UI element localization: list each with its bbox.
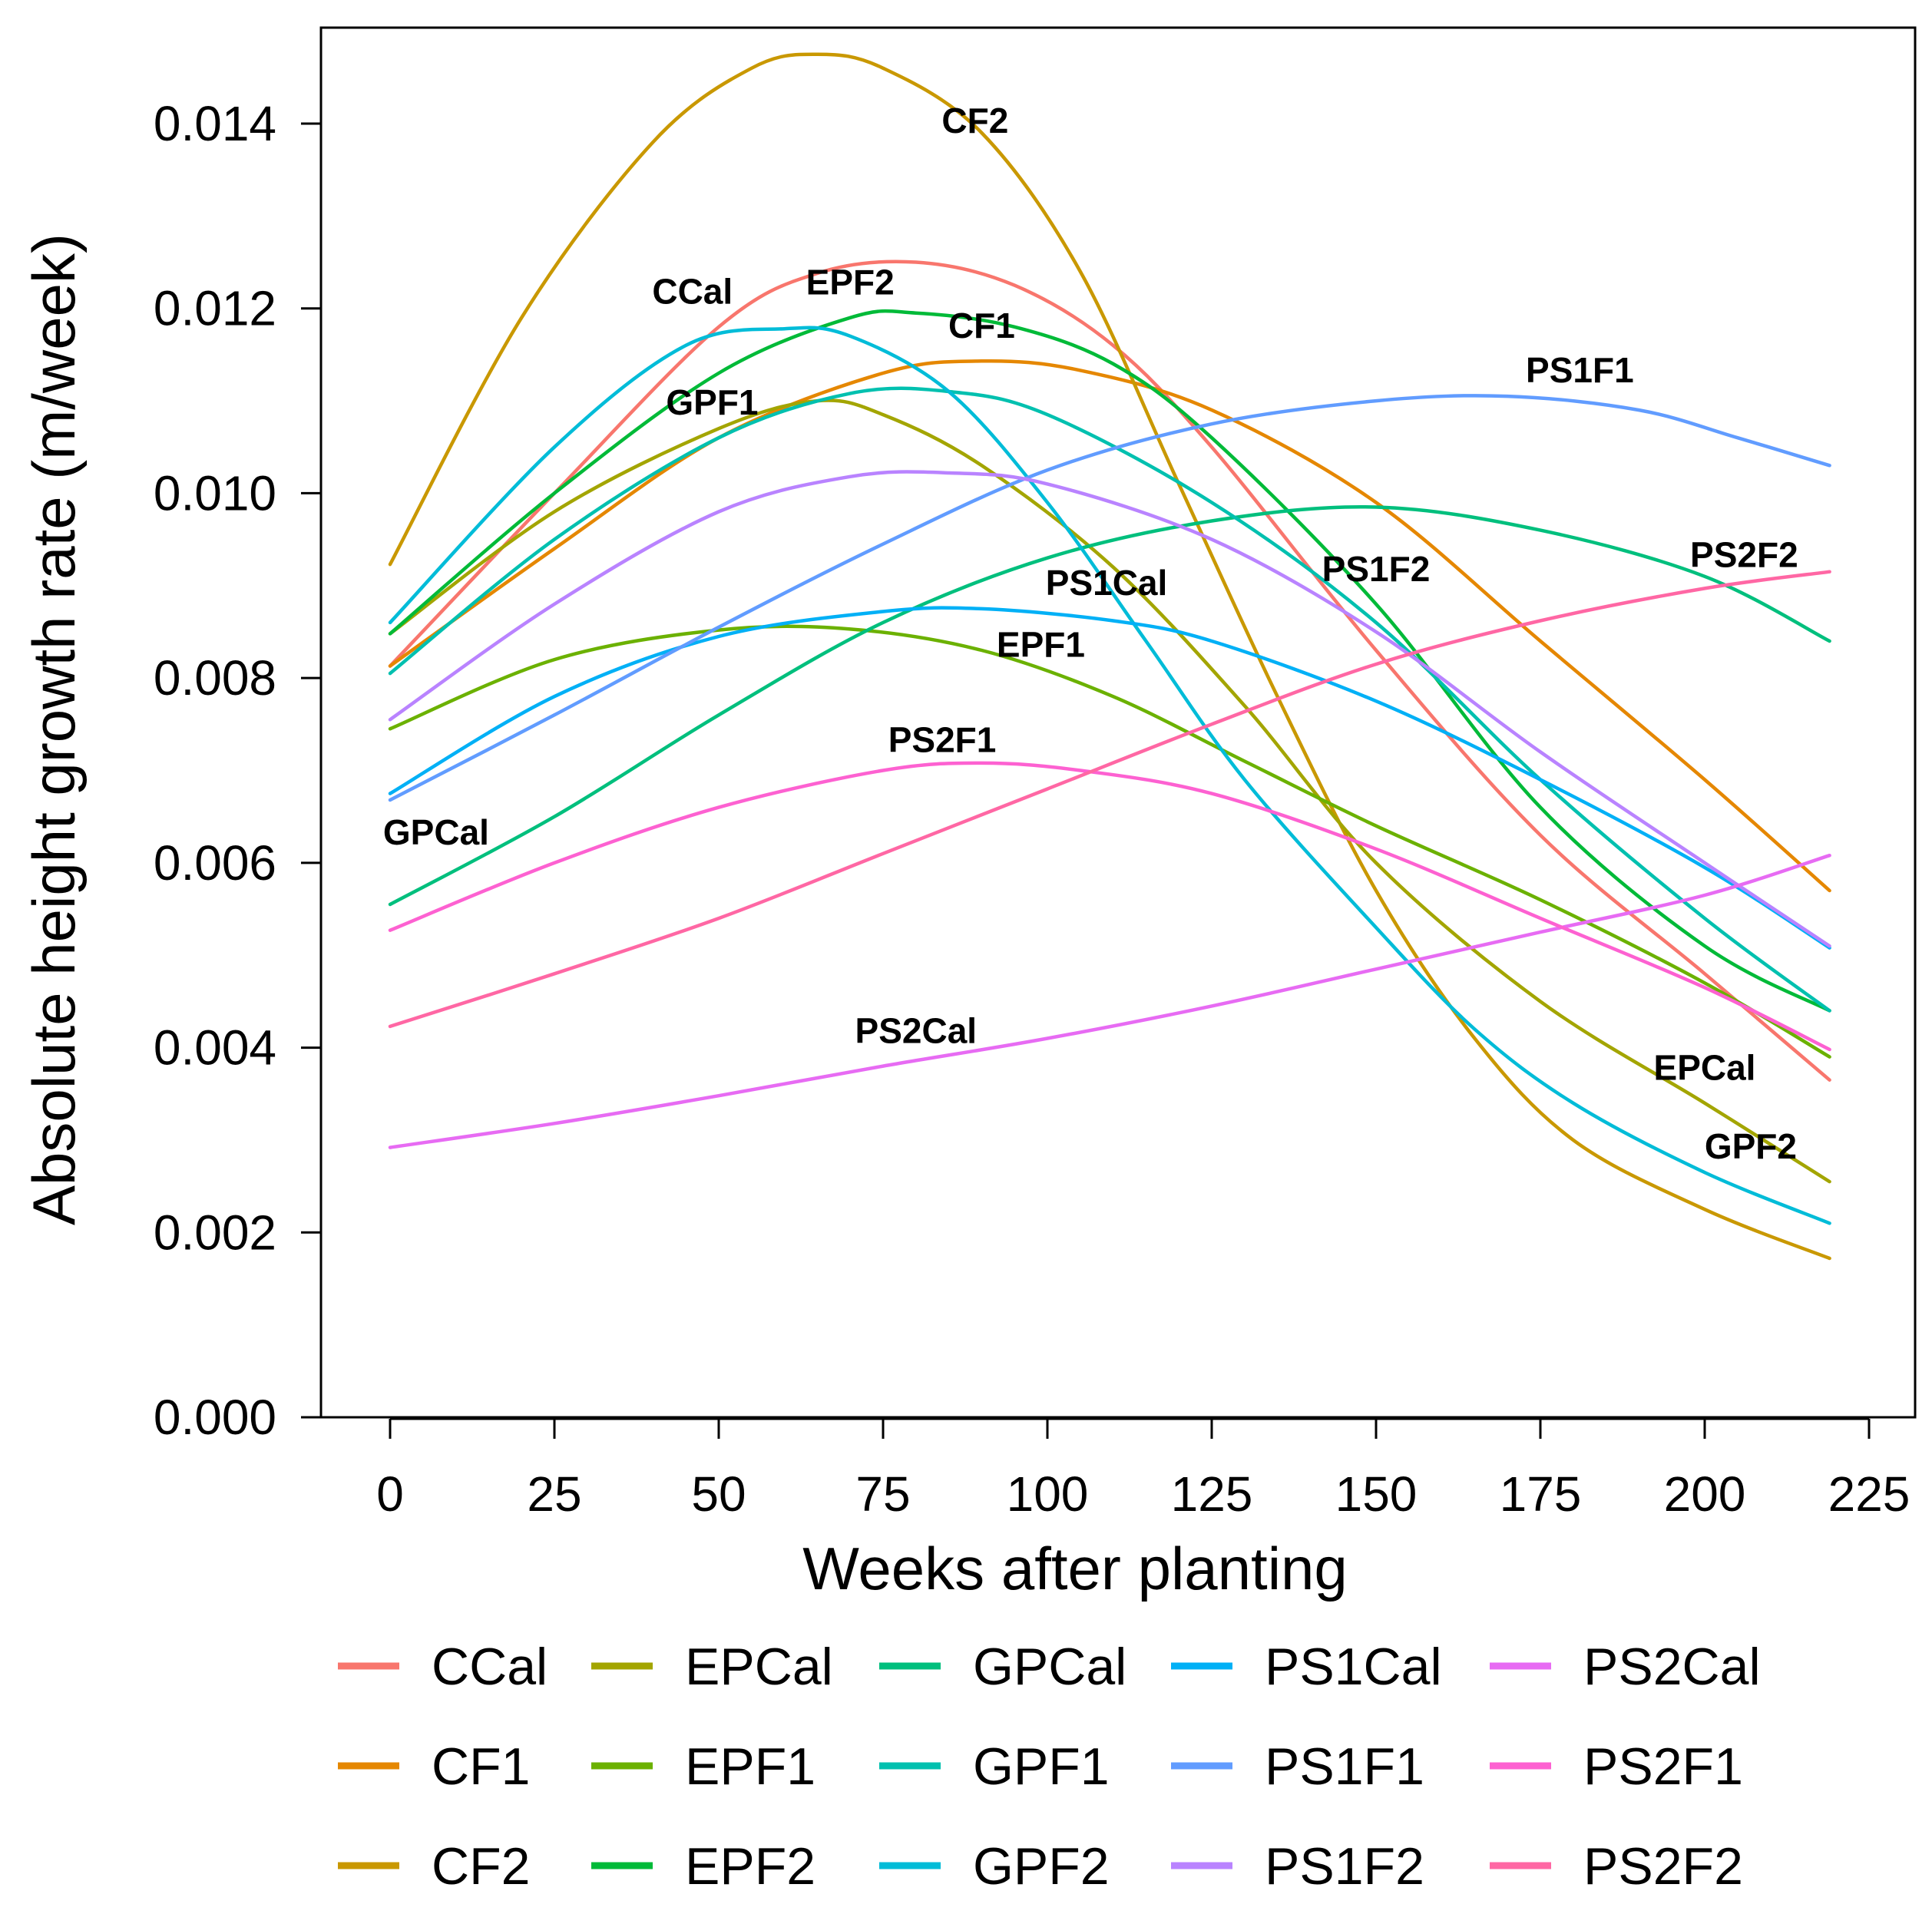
series-line-ccal [388,259,1831,1082]
series-line-cf2 [388,52,1831,1261]
x-tick-label: 50 [691,1466,746,1522]
series-label-ps1cal: PS1Cal [1046,563,1168,603]
x-tick-label: 75 [855,1466,910,1522]
legend: CCal CF1 CF2 EPCal EPF1 EPF2 GPCal GPF1 GPF2 PS1C… [338,1638,1761,1896]
legend-label-ps2f1: PS2F1 [1583,1737,1743,1796]
series-label-gpf2: GPF2 [1705,1126,1797,1166]
series-line-epcal [388,398,1831,1184]
series-label-layer: CCal CF1 CF2 EPCal EPF1 EPF2 GPCal GPF1 GPF2 PS1C… [383,101,1798,1166]
legend-label-epf1: EPF1 [685,1737,815,1796]
series-layer [388,52,1831,1261]
series-label-gpcal: GPCal [383,812,489,852]
x-tick-label: 0 [376,1466,404,1522]
legend-label-cf1: CF1 [432,1737,530,1796]
legend-label-ps1f1: PS1F1 [1265,1737,1424,1796]
series-line-gpf2 [388,326,1831,1225]
x-tick-label: 100 [1007,1466,1089,1522]
x-axis-title: Weeks after planting [802,1535,1348,1602]
series-label-epf2: EPF2 [806,263,895,302]
legend-label-ps1f2: PS1F2 [1265,1837,1424,1896]
y-tick-label: 0.008 [154,650,276,706]
legend-label-ps2cal: PS2Cal [1583,1638,1761,1696]
series-label-ps1f1: PS1F1 [1526,350,1634,390]
y-axis: 0.000 0.002 0.004 0.006 0.008 0.010 0.012 0.014 [154,96,321,1445]
y-tick-label: 0.014 [154,96,276,151]
legend-label-gpf1: GPF1 [973,1737,1110,1796]
plot-area-frame [319,26,1917,1419]
series-label-ps2f2: PS2F2 [1690,535,1798,575]
x-tick-label: 175 [1500,1466,1582,1522]
x-tick-label: 25 [527,1466,581,1522]
x-tick-label: 125 [1171,1466,1253,1522]
y-tick-label: 0.010 [154,465,276,521]
legend-label-gpf2: GPF2 [973,1837,1110,1896]
legend-label-gpcal: GPCal [973,1638,1126,1696]
y-tick-label: 0.000 [154,1390,276,1445]
legend-label-epcal: EPCal [685,1638,833,1696]
series-line-ps2f2 [388,570,1831,1029]
legend-label-ps1cal: PS1Cal [1265,1638,1442,1696]
series-line-epf1 [388,624,1831,1059]
series-label-ps2cal: PS2Cal [855,1011,978,1051]
series-label-cf2: CF2 [941,101,1008,140]
x-tick-label: 200 [1664,1466,1746,1522]
series-line-ps2cal [388,853,1831,1149]
y-tick-label: 0.004 [154,1020,276,1076]
series-line-gpf1 [388,386,1831,1013]
legend-label-epf2: EPF2 [685,1837,815,1896]
legend-label-ps2f2: PS2F2 [1583,1837,1743,1896]
series-label-ps1f2: PS1F2 [1322,549,1431,589]
y-tick-label: 0.012 [154,281,276,336]
y-axis-title: Absolute height growth rate (m/week) [20,233,88,1225]
y-tick-label: 0.006 [154,835,276,891]
x-axis: 0 25 50 75 100 125 150 175 200 225 [376,1417,1910,1522]
series-label-epcal: EPCal [1654,1048,1756,1088]
series-line-cf1 [388,359,1831,893]
series-label-gpf1: GPF1 [666,382,758,422]
series-line-gpcal [388,504,1831,907]
series-line-ps1cal [388,606,1831,950]
series-label-cf1: CF1 [948,306,1015,345]
legend-label-cf2: CF2 [432,1837,530,1896]
y-tick-label: 0.002 [154,1205,276,1260]
x-tick-label: 150 [1335,1466,1418,1522]
series-label-ps2f1: PS2F1 [888,719,997,759]
series-label-epf1: EPF1 [997,624,1085,664]
series-label-ccal: CCal [652,272,733,312]
series-line-ps1f2 [388,470,1831,948]
series-line-epf2 [388,309,1831,1013]
series-line-ps1f1 [388,394,1831,802]
legend-label-ccal: CCal [432,1638,548,1696]
x-tick-label: 225 [1828,1466,1910,1522]
